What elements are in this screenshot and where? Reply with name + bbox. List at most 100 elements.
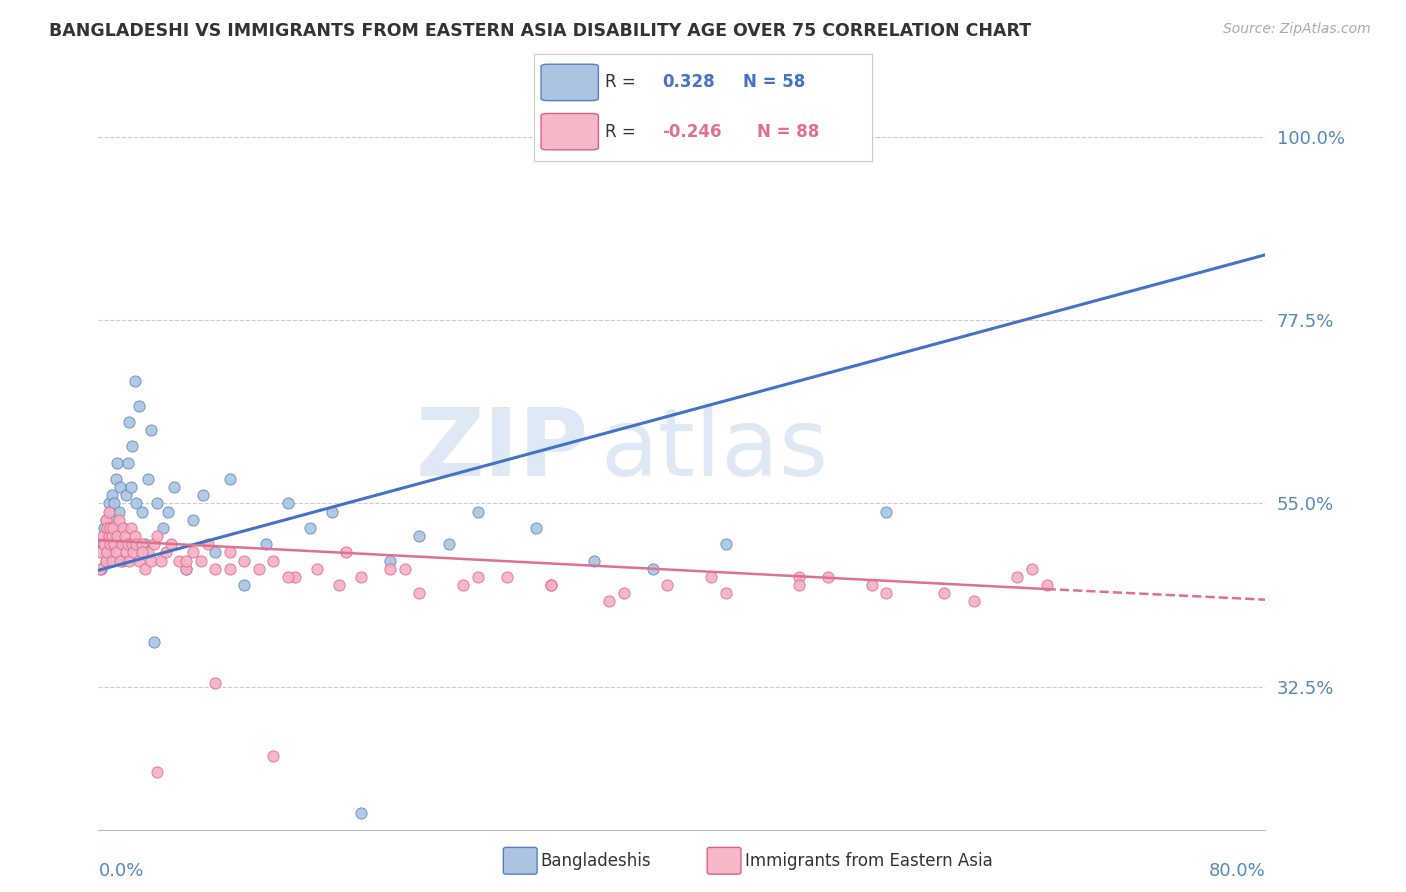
Point bbox=[150, 553, 173, 567]
Point bbox=[139, 423, 162, 437]
Point bbox=[962, 594, 984, 608]
Point bbox=[124, 374, 146, 388]
Point bbox=[157, 505, 180, 519]
Point bbox=[218, 545, 240, 559]
Point bbox=[97, 505, 120, 519]
Point bbox=[1007, 570, 1029, 584]
Point bbox=[328, 578, 350, 592]
Point bbox=[277, 570, 299, 584]
Point bbox=[118, 415, 141, 429]
Point bbox=[335, 545, 357, 559]
Point bbox=[112, 521, 135, 535]
Point bbox=[98, 505, 121, 519]
Point bbox=[98, 521, 121, 535]
Point bbox=[277, 496, 299, 510]
Point bbox=[321, 505, 343, 519]
Point bbox=[218, 472, 240, 486]
Point bbox=[131, 537, 153, 551]
Point bbox=[181, 513, 204, 527]
Point bbox=[380, 553, 402, 567]
Point bbox=[233, 578, 256, 592]
Point bbox=[91, 529, 114, 543]
Point bbox=[146, 496, 169, 510]
Point bbox=[101, 521, 124, 535]
Point bbox=[136, 472, 159, 486]
Point bbox=[103, 496, 125, 510]
Point bbox=[394, 562, 416, 576]
Point bbox=[496, 570, 519, 584]
Text: Immigrants from Eastern Asia: Immigrants from Eastern Asia bbox=[745, 852, 993, 870]
Point bbox=[540, 578, 562, 592]
Point bbox=[111, 537, 134, 551]
Point bbox=[787, 578, 810, 592]
Point bbox=[451, 578, 474, 592]
Point bbox=[204, 675, 226, 690]
Point bbox=[146, 529, 169, 543]
Point bbox=[167, 553, 190, 567]
Point bbox=[155, 545, 177, 559]
Point bbox=[174, 562, 197, 576]
Point bbox=[100, 513, 122, 527]
Point bbox=[104, 472, 127, 486]
Text: Bangladeshis: Bangladeshis bbox=[540, 852, 651, 870]
Point bbox=[714, 537, 737, 551]
Point bbox=[142, 537, 165, 551]
Text: Source: ZipAtlas.com: Source: ZipAtlas.com bbox=[1223, 22, 1371, 37]
Point bbox=[124, 529, 146, 543]
Point bbox=[110, 553, 132, 567]
Point bbox=[121, 537, 143, 551]
Point bbox=[467, 570, 489, 584]
Point bbox=[700, 570, 723, 584]
Point bbox=[218, 562, 240, 576]
Point bbox=[787, 570, 810, 584]
Point bbox=[117, 456, 139, 470]
Point bbox=[97, 496, 120, 510]
Point bbox=[598, 594, 620, 608]
Point bbox=[262, 749, 284, 764]
Point bbox=[128, 399, 150, 413]
Point bbox=[247, 562, 270, 576]
Point bbox=[657, 578, 679, 592]
Point bbox=[139, 553, 162, 567]
Point bbox=[115, 545, 138, 559]
Point bbox=[125, 537, 148, 551]
Point bbox=[163, 480, 186, 494]
Point bbox=[90, 545, 112, 559]
Point bbox=[100, 529, 122, 543]
Point bbox=[583, 553, 606, 567]
Point bbox=[350, 806, 373, 821]
Point bbox=[94, 553, 117, 567]
Point bbox=[190, 553, 212, 567]
Text: 80.0%: 80.0% bbox=[1209, 863, 1265, 880]
Point bbox=[94, 553, 117, 567]
Point bbox=[134, 537, 156, 551]
Point bbox=[96, 521, 118, 535]
Point bbox=[204, 545, 226, 559]
Point bbox=[115, 488, 138, 502]
Point bbox=[131, 505, 153, 519]
Point bbox=[105, 529, 128, 543]
Point bbox=[875, 505, 897, 519]
Point bbox=[146, 765, 169, 780]
Point bbox=[89, 562, 111, 576]
Point bbox=[90, 562, 112, 576]
Point bbox=[174, 553, 197, 567]
Point bbox=[262, 553, 284, 567]
Text: atlas: atlas bbox=[600, 404, 828, 497]
Point bbox=[197, 537, 219, 551]
Text: N = 58: N = 58 bbox=[744, 73, 806, 91]
Point bbox=[134, 562, 156, 576]
Point bbox=[817, 570, 839, 584]
Text: 0.0%: 0.0% bbox=[98, 863, 143, 880]
Point bbox=[408, 586, 430, 600]
Point bbox=[120, 521, 142, 535]
Point bbox=[540, 578, 562, 592]
Text: BANGLADESHI VS IMMIGRANTS FROM EASTERN ASIA DISABILITY AGE OVER 75 CORRELATION C: BANGLADESHI VS IMMIGRANTS FROM EASTERN A… bbox=[49, 22, 1032, 40]
Point bbox=[174, 562, 197, 576]
Point bbox=[108, 513, 131, 527]
Point bbox=[96, 545, 118, 559]
Point bbox=[103, 537, 125, 551]
Point bbox=[105, 456, 128, 470]
Point bbox=[437, 537, 460, 551]
Point bbox=[467, 505, 489, 519]
